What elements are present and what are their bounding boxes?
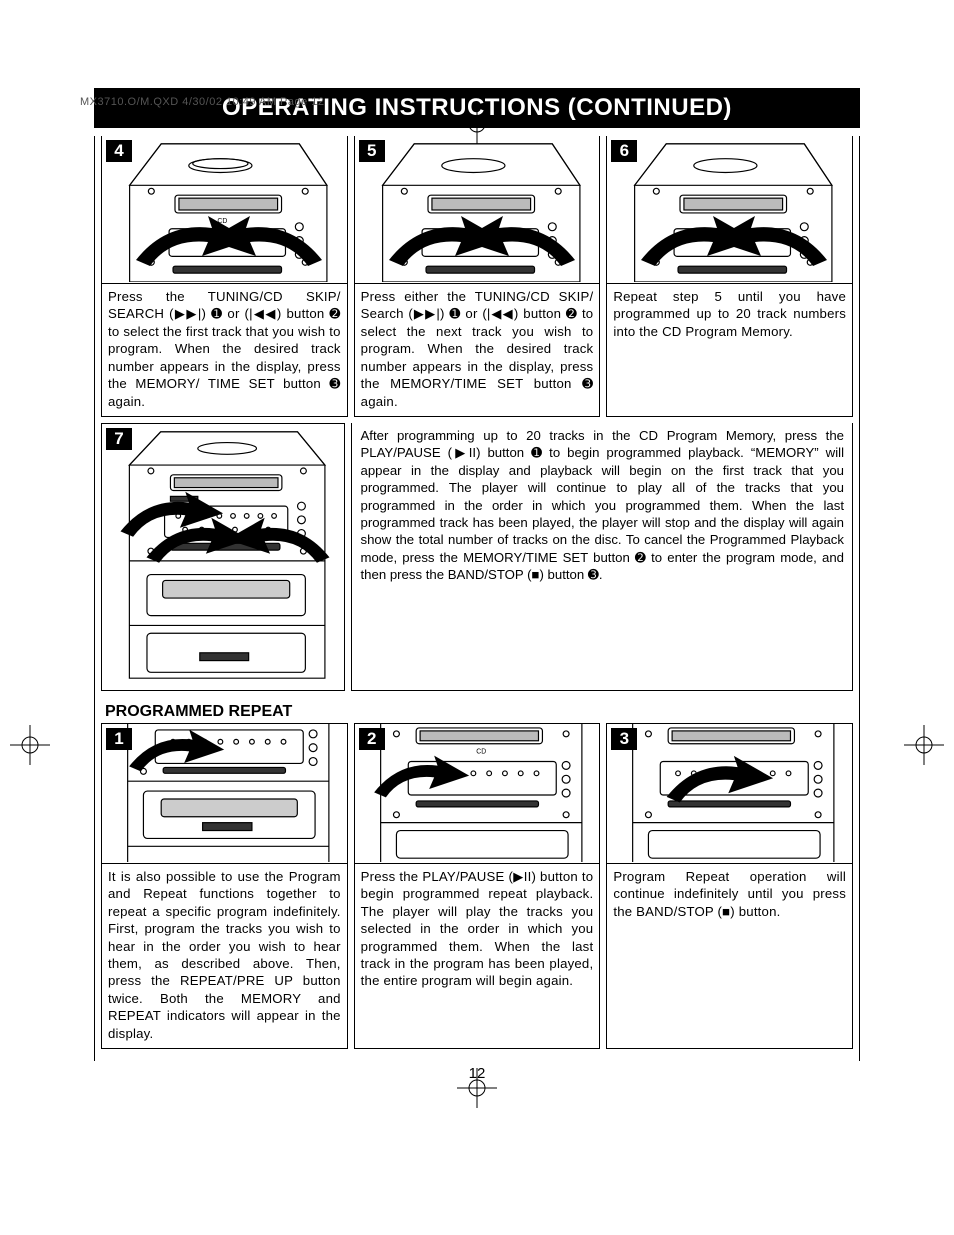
step-number: 1 [106, 728, 132, 750]
step-5: 5 [354, 136, 601, 417]
crop-mark-right-icon [904, 725, 944, 765]
step-text: Press the PLAY/PAUSE (▶II) button to beg… [355, 864, 600, 996]
illustration-stereo [607, 136, 852, 284]
crop-mark-left-icon [10, 725, 50, 765]
step-6: 6 [606, 136, 853, 417]
step-row-1: 4 [95, 136, 859, 423]
header-meta: MX3710.O/M.QXD 4/30/02 10:49 AM Page 12 [80, 96, 325, 108]
step-number: 4 [106, 140, 132, 162]
repeat-row: 1 [95, 723, 859, 1055]
illustration-stereo-front: CD [355, 724, 600, 864]
illustration-stereo-front [607, 724, 852, 864]
step-number: 2 [359, 728, 385, 750]
step-number: 7 [106, 428, 132, 450]
step-text: Repeat step 5 until you have programmed … [607, 284, 852, 346]
repeat-step-3: 3 [606, 723, 853, 1049]
illustration-stereo-full [102, 424, 344, 690]
illustration-stereo-front [102, 724, 347, 864]
step-7-text-panel: After programming up to 20 tracks in the… [351, 423, 853, 691]
repeat-step-1: 1 [101, 723, 348, 1049]
pointer-arrow-icon [455, 214, 585, 274]
content-frame: 4 [94, 136, 860, 1061]
step-text: Press either the TUNING/CD SKIP/ Search … [355, 284, 600, 416]
pointer-arrow-icon [120, 728, 230, 778]
step-row-2: 7 [95, 423, 859, 697]
subheading: PROGRAMMED REPEAT [95, 697, 859, 723]
step-text: Press the TUNING/CD SKIP/ SEARCH (▶▶|) ➊… [102, 284, 347, 416]
step-number: 3 [611, 728, 637, 750]
illustration-stereo [355, 136, 600, 284]
step-text: It is also possible to use the Program a… [102, 864, 347, 1048]
pointer-arrow-icon [365, 754, 475, 804]
svg-text:CD: CD [476, 749, 486, 756]
step-text: Program Repeat operation will continue i… [607, 864, 852, 926]
pointer-arrow-icon [653, 754, 783, 810]
pointer-arrow-icon [202, 214, 332, 274]
pointer-arrow-icon [707, 214, 837, 274]
step-number: 6 [611, 140, 637, 162]
illustration-stereo: CD [102, 136, 347, 284]
repeat-step-2: 2 [354, 723, 601, 1049]
page: MX3710.O/M.QXD 4/30/02 10:49 AM Page 12 … [0, 88, 954, 1122]
crop-mark-bottom-icon [457, 1068, 497, 1108]
pointer-arrow-icon [220, 516, 340, 570]
step-text: After programming up to 20 tracks in the… [352, 423, 852, 588]
step-7: 7 [101, 423, 345, 691]
step-4: 4 [101, 136, 348, 417]
step-number: 5 [359, 140, 385, 162]
